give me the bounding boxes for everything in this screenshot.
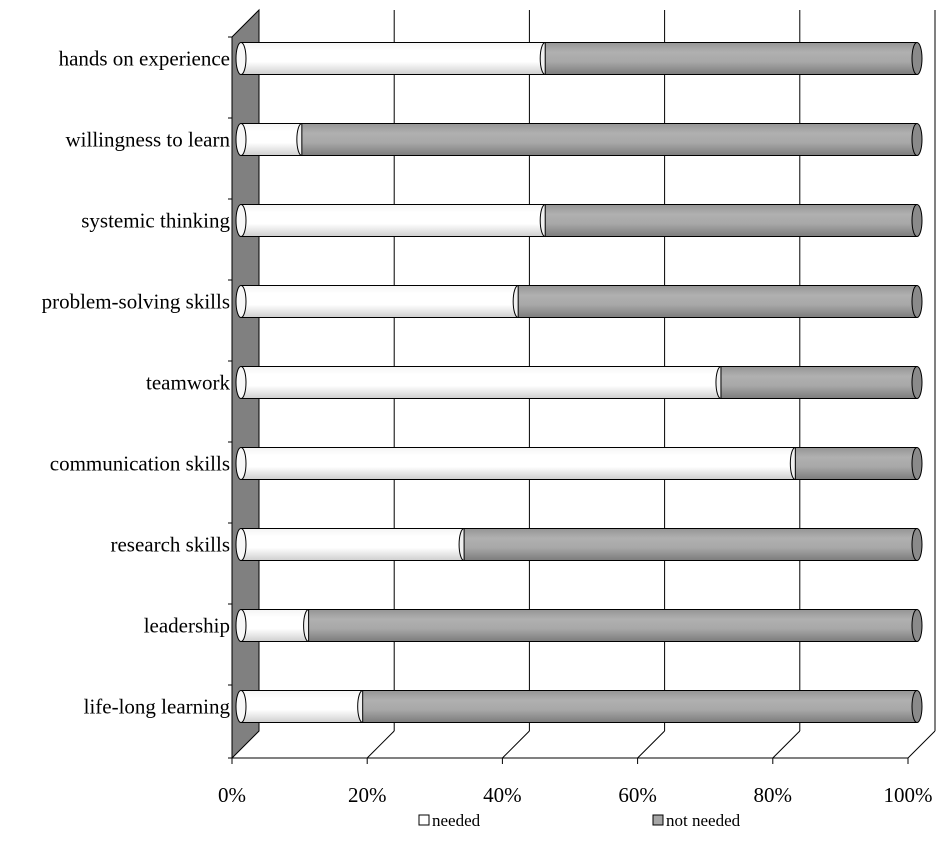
bar-start-cap: [235, 366, 247, 399]
bar-segment-needed: [240, 285, 519, 318]
bar-start-cap: [235, 690, 247, 723]
bar-segment-not-needed: [362, 690, 918, 723]
bar-segment-not-needed: [720, 366, 918, 399]
bar-cap: [911, 528, 923, 561]
bar-cap: [911, 285, 923, 318]
category-label: life-long learning: [84, 695, 231, 719]
floor-gridline: [907, 730, 936, 759]
bar-start-cap: [235, 42, 247, 75]
bar-segment-needed: [240, 690, 364, 723]
category-label: systemic thinking: [81, 209, 230, 233]
bar-cap: [911, 204, 923, 237]
bar-segment-not-needed: [794, 447, 918, 480]
category-label: hands on experience: [59, 47, 230, 71]
bar-start-cap: [235, 204, 247, 237]
bar-start-cap: [235, 609, 247, 642]
bars: [235, 42, 923, 723]
category-label: teamwork: [146, 371, 230, 395]
bar-segment-not-needed: [544, 204, 918, 237]
floor-gridline: [366, 730, 395, 759]
category-label: leadership: [144, 614, 230, 638]
legend-label: needed: [432, 811, 481, 830]
legend-label: not needed: [666, 811, 741, 830]
bar-cap: [911, 366, 923, 399]
bar-segment-needed: [240, 609, 310, 642]
floor-gridline: [637, 730, 665, 759]
floor-gridline: [502, 730, 530, 759]
bar-segment-not-needed: [301, 123, 918, 156]
bar-cap: [911, 690, 923, 723]
bar-segment-not-needed: [308, 609, 918, 642]
bar-cap: [911, 447, 923, 480]
bar-cap: [911, 42, 923, 75]
x-tick-label: 60%: [618, 783, 657, 807]
x-tick-label: 20%: [348, 783, 387, 807]
bar-segment-needed: [240, 42, 546, 75]
legend-swatch: [418, 814, 430, 826]
category-label: willingness to learn: [66, 128, 231, 152]
bar-start-cap: [235, 528, 247, 561]
axes: [228, 36, 909, 764]
x-tick-label: 40%: [483, 783, 522, 807]
bar-segment-needed: [240, 204, 546, 237]
x-tick-labels: 0% 20% 40% 60% 80% 100%: [218, 783, 933, 807]
bar-start-cap: [235, 285, 247, 318]
category-labels: hands on experience willingness to learn s…: [42, 47, 231, 719]
x-tick-label: 100%: [884, 783, 933, 807]
category-label: problem-solving skills: [42, 290, 230, 314]
bar-cap: [911, 123, 923, 156]
bar-segment-needed: [240, 366, 722, 399]
x-tick-label: 80%: [754, 783, 793, 807]
floor-gridline: [772, 730, 801, 759]
legend-swatch: [652, 814, 664, 826]
bar-segment-not-needed: [544, 42, 918, 75]
bar-segment-not-needed: [517, 285, 918, 318]
bar-cap: [911, 609, 923, 642]
category-label: research skills: [110, 533, 230, 557]
bar-segment-needed: [240, 123, 303, 156]
legend: needed not needed: [418, 811, 741, 830]
bar-segment-needed: [240, 447, 796, 480]
bar-segment-not-needed: [463, 528, 918, 561]
bar-start-cap: [235, 447, 247, 480]
category-label: communication skills: [50, 452, 230, 476]
bar-start-cap: [235, 123, 247, 156]
x-tick-label: 0%: [218, 783, 246, 807]
bar-segment-needed: [240, 528, 465, 561]
